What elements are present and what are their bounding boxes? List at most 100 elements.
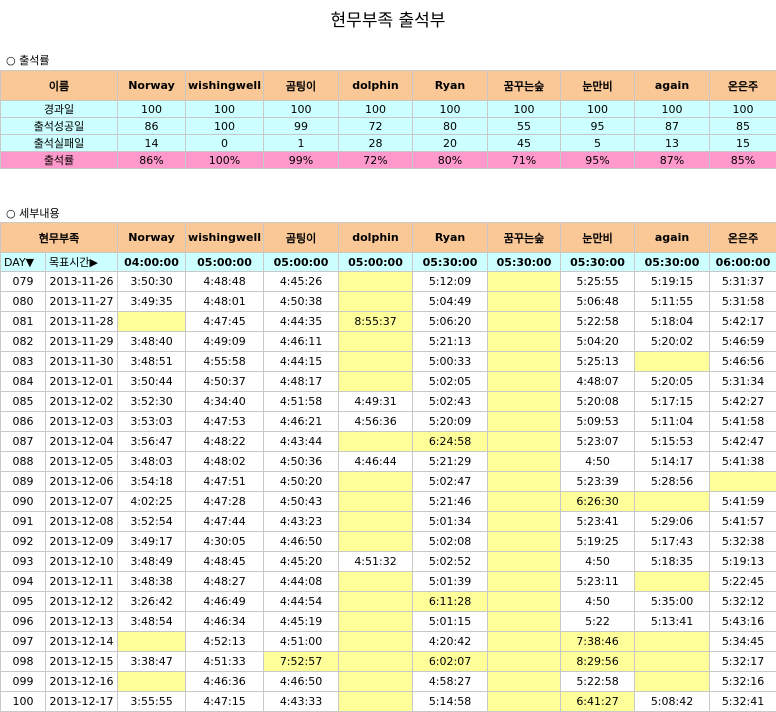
time-cell: 3:55:55: [117, 691, 187, 712]
time-cell: 4:56:36: [338, 411, 414, 432]
summary-cell: 출석실패일: [0, 134, 118, 152]
data-row: 091 2013-12-08 3:52:54 4:47:44 4:43:23 5:01:3…: [0, 511, 776, 532]
empty-cell: [487, 431, 562, 452]
time-cell: 6:24:58: [412, 431, 489, 452]
header-cell: again: [634, 222, 711, 253]
time-cell: 5:18:35: [634, 551, 711, 572]
empty-cell: [338, 291, 414, 312]
date-cell: 2013-12-07: [44, 491, 119, 512]
date-cell: 2013-12-15: [44, 651, 119, 672]
time-cell: 6:02:07: [412, 651, 489, 672]
date-cell: 2013-11-28: [44, 311, 119, 332]
time-cell: 5:46:56: [709, 351, 776, 372]
date-cell: 2013-12-03: [44, 411, 119, 432]
time-cell: 4:48:27: [185, 571, 265, 592]
target-time: 06:00:00: [709, 252, 776, 272]
time-cell: 5:08:42: [634, 691, 711, 712]
time-cell: 5:09:53: [560, 411, 636, 432]
header-cell: 이름: [0, 70, 118, 101]
time-cell: 7:52:57: [263, 651, 340, 672]
time-cell: 5:02:47: [412, 471, 489, 492]
empty-cell: [338, 591, 414, 612]
summary-table: 이름 Norway wishingwell 곰팅이 dolphin Ryan 꿈꾸는숲 눈만비…: [0, 70, 776, 169]
target-time: 05:30:00: [634, 252, 711, 272]
time-cell: 3:52:30: [117, 391, 187, 412]
summary-cell: 경과일: [0, 100, 118, 118]
header-cell: wishingwell: [185, 222, 265, 253]
day-cell: 091: [0, 511, 46, 532]
empty-cell: [487, 411, 562, 432]
empty-cell: [634, 651, 711, 672]
time-cell: 5:29:06: [634, 511, 711, 532]
time-cell: 5:42:17: [709, 311, 776, 332]
time-cell: 4:43:23: [263, 511, 340, 532]
time-cell: 4:46:50: [263, 531, 340, 552]
header-cell: 온은주: [709, 70, 776, 101]
header-cell: 꿈꾸는숲: [487, 222, 562, 253]
day-cell: 099: [0, 671, 46, 692]
summary-cell: 87: [634, 117, 710, 135]
time-cell: 4:48:07: [560, 371, 636, 392]
summary-cell: 72: [338, 117, 413, 135]
header-cell: 눈만비: [560, 70, 635, 101]
summary-cell: 99%: [263, 151, 339, 169]
time-cell: 5:21:46: [412, 491, 489, 512]
day-cell: 098: [0, 651, 46, 672]
time-cell: 3:54:18: [117, 471, 187, 492]
time-cell: 3:26:42: [117, 591, 187, 612]
data-row: 094 2013-12-11 3:48:38 4:48:27 4:44:08 5:01:3…: [0, 571, 776, 592]
time-cell: 5:06:48: [560, 291, 636, 312]
time-cell: 5:01:34: [412, 511, 489, 532]
empty-cell: [487, 331, 562, 352]
time-cell: 6:11:28: [412, 591, 489, 612]
summary-cell: 85%: [709, 151, 776, 169]
section-heading: ○ 출석률: [6, 54, 50, 67]
day-cell: 080: [0, 291, 46, 312]
day-cell: 082: [0, 331, 46, 352]
summary-row: 출석률 86% 100% 99% 72% 80% 71% 95% 87% 85%: [0, 151, 776, 169]
time-cell: 5:06:20: [412, 311, 489, 332]
time-cell: 4:46:44: [338, 451, 414, 472]
date-cell: 2013-12-16: [44, 671, 119, 692]
summary-cell: 28: [338, 134, 413, 152]
data-row: 098 2013-12-15 3:38:47 4:51:33 7:52:57 6:02:0…: [0, 651, 776, 672]
date-cell: 2013-11-26: [44, 271, 119, 292]
time-cell: 8:29:56: [560, 651, 636, 672]
summary-cell: 0: [185, 134, 264, 152]
time-cell: 3:50:30: [117, 271, 187, 292]
day-cell: 095: [0, 591, 46, 612]
header-row: 이름 Norway wishingwell 곰팅이 dolphin Ryan 꿈꾸는숲 눈만비…: [0, 70, 776, 101]
time-cell: 4:44:35: [263, 311, 340, 332]
data-row: 085 2013-12-02 3:52:30 4:34:40 4:51:58 4:49:3…: [0, 391, 776, 412]
day-cell: 093: [0, 551, 46, 572]
empty-cell: [487, 351, 562, 372]
day-cell: 094: [0, 571, 46, 592]
summary-cell: 20: [412, 134, 488, 152]
time-cell: 5:11:04: [634, 411, 711, 432]
time-cell: 5:42:47: [709, 431, 776, 452]
data-row: 095 2013-12-12 3:26:42 4:46:49 4:44:54 6:11:2…: [0, 591, 776, 612]
summary-cell: 100%: [185, 151, 264, 169]
empty-cell: [338, 651, 414, 672]
summary-cell: 80: [412, 117, 488, 135]
time-cell: 4:51:33: [185, 651, 265, 672]
time-cell: 5:31:58: [709, 291, 776, 312]
time-cell: 4:02:25: [117, 491, 187, 512]
date-cell: 2013-12-17: [44, 691, 119, 712]
time-cell: 3:56:47: [117, 431, 187, 452]
time-cell: 5:32:41: [709, 691, 776, 712]
time-cell: 5:14:17: [634, 451, 711, 472]
time-cell: 3:38:47: [117, 651, 187, 672]
summary-cell: 100: [560, 100, 635, 118]
time-cell: 6:26:30: [560, 491, 636, 512]
empty-cell: [487, 311, 562, 332]
empty-cell: [338, 671, 414, 692]
header-cell: Norway: [117, 70, 186, 101]
time-cell: 4:48:48: [185, 271, 265, 292]
empty-cell: [634, 491, 711, 512]
summary-cell: 86%: [117, 151, 186, 169]
time-cell: 3:48:40: [117, 331, 187, 352]
time-cell: 4:46:36: [185, 671, 265, 692]
day-cell: 087: [0, 431, 46, 452]
header-cell: 곰팅이: [263, 222, 340, 253]
